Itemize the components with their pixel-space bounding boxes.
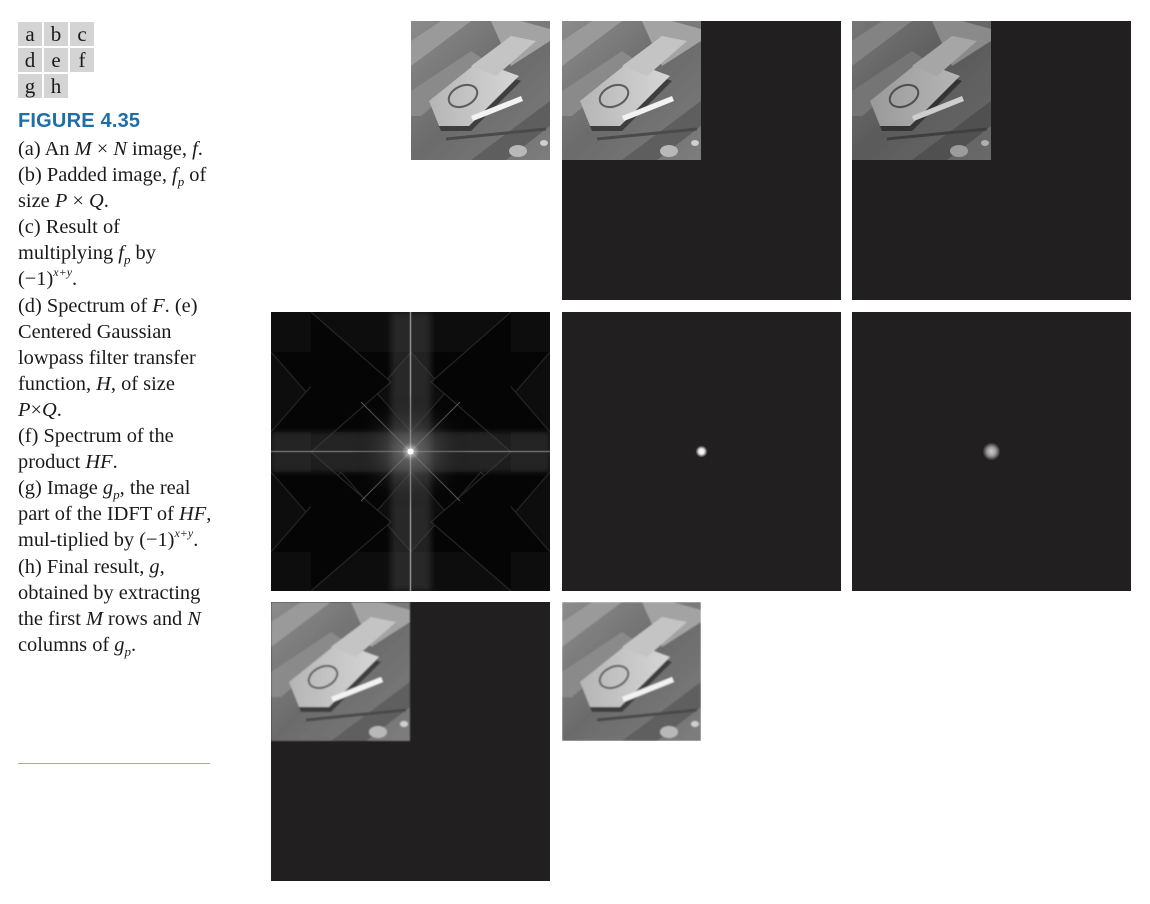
panel-d-spectrum xyxy=(271,312,550,591)
figure-caption: (a) An M × N image, f. (b) Padded image,… xyxy=(18,136,214,658)
panel-key-a: a xyxy=(18,22,42,46)
caption-d-e: (d) Spectrum of F. (e) Centered Gaussian… xyxy=(18,294,198,421)
panel-key-b: b xyxy=(44,22,68,46)
caption-g: (g) Image gp, the real part of the IDFT … xyxy=(18,477,212,552)
panel-g-padded-result xyxy=(271,602,550,881)
caption-c: (c) Result of multiplying fp by (−1)x+y. xyxy=(18,216,156,291)
caption-f: (f) Spectrum of the product HF. xyxy=(18,425,174,474)
panel-key-grid: a b c d e f g h xyxy=(18,22,94,98)
caption-b: (b) Padded image, fp of size P × Q. xyxy=(18,164,207,213)
panel-key-f: f xyxy=(70,48,94,72)
panel-c-centered-image xyxy=(852,21,1131,300)
panel-f-filtered-spectrum xyxy=(852,312,1131,591)
panel-key-e: e xyxy=(44,48,68,72)
caption-rule xyxy=(18,763,210,764)
panel-b-padded-image xyxy=(562,21,841,300)
caption-h: (h) Final result, g, obtained by extract… xyxy=(18,555,201,659)
panel-e-gaussian-filter xyxy=(562,312,841,591)
panel-key-h: h xyxy=(44,74,68,98)
panel-h-final-result xyxy=(562,602,701,741)
panel-key-d: d xyxy=(18,48,42,72)
panel-a-original-image xyxy=(411,21,550,160)
panel-key-g: g xyxy=(18,74,42,98)
figure-label: FIGURE 4.35 xyxy=(18,110,141,132)
panel-key-c: c xyxy=(70,22,94,46)
caption-a: (a) An M × N image, f. xyxy=(18,138,203,160)
